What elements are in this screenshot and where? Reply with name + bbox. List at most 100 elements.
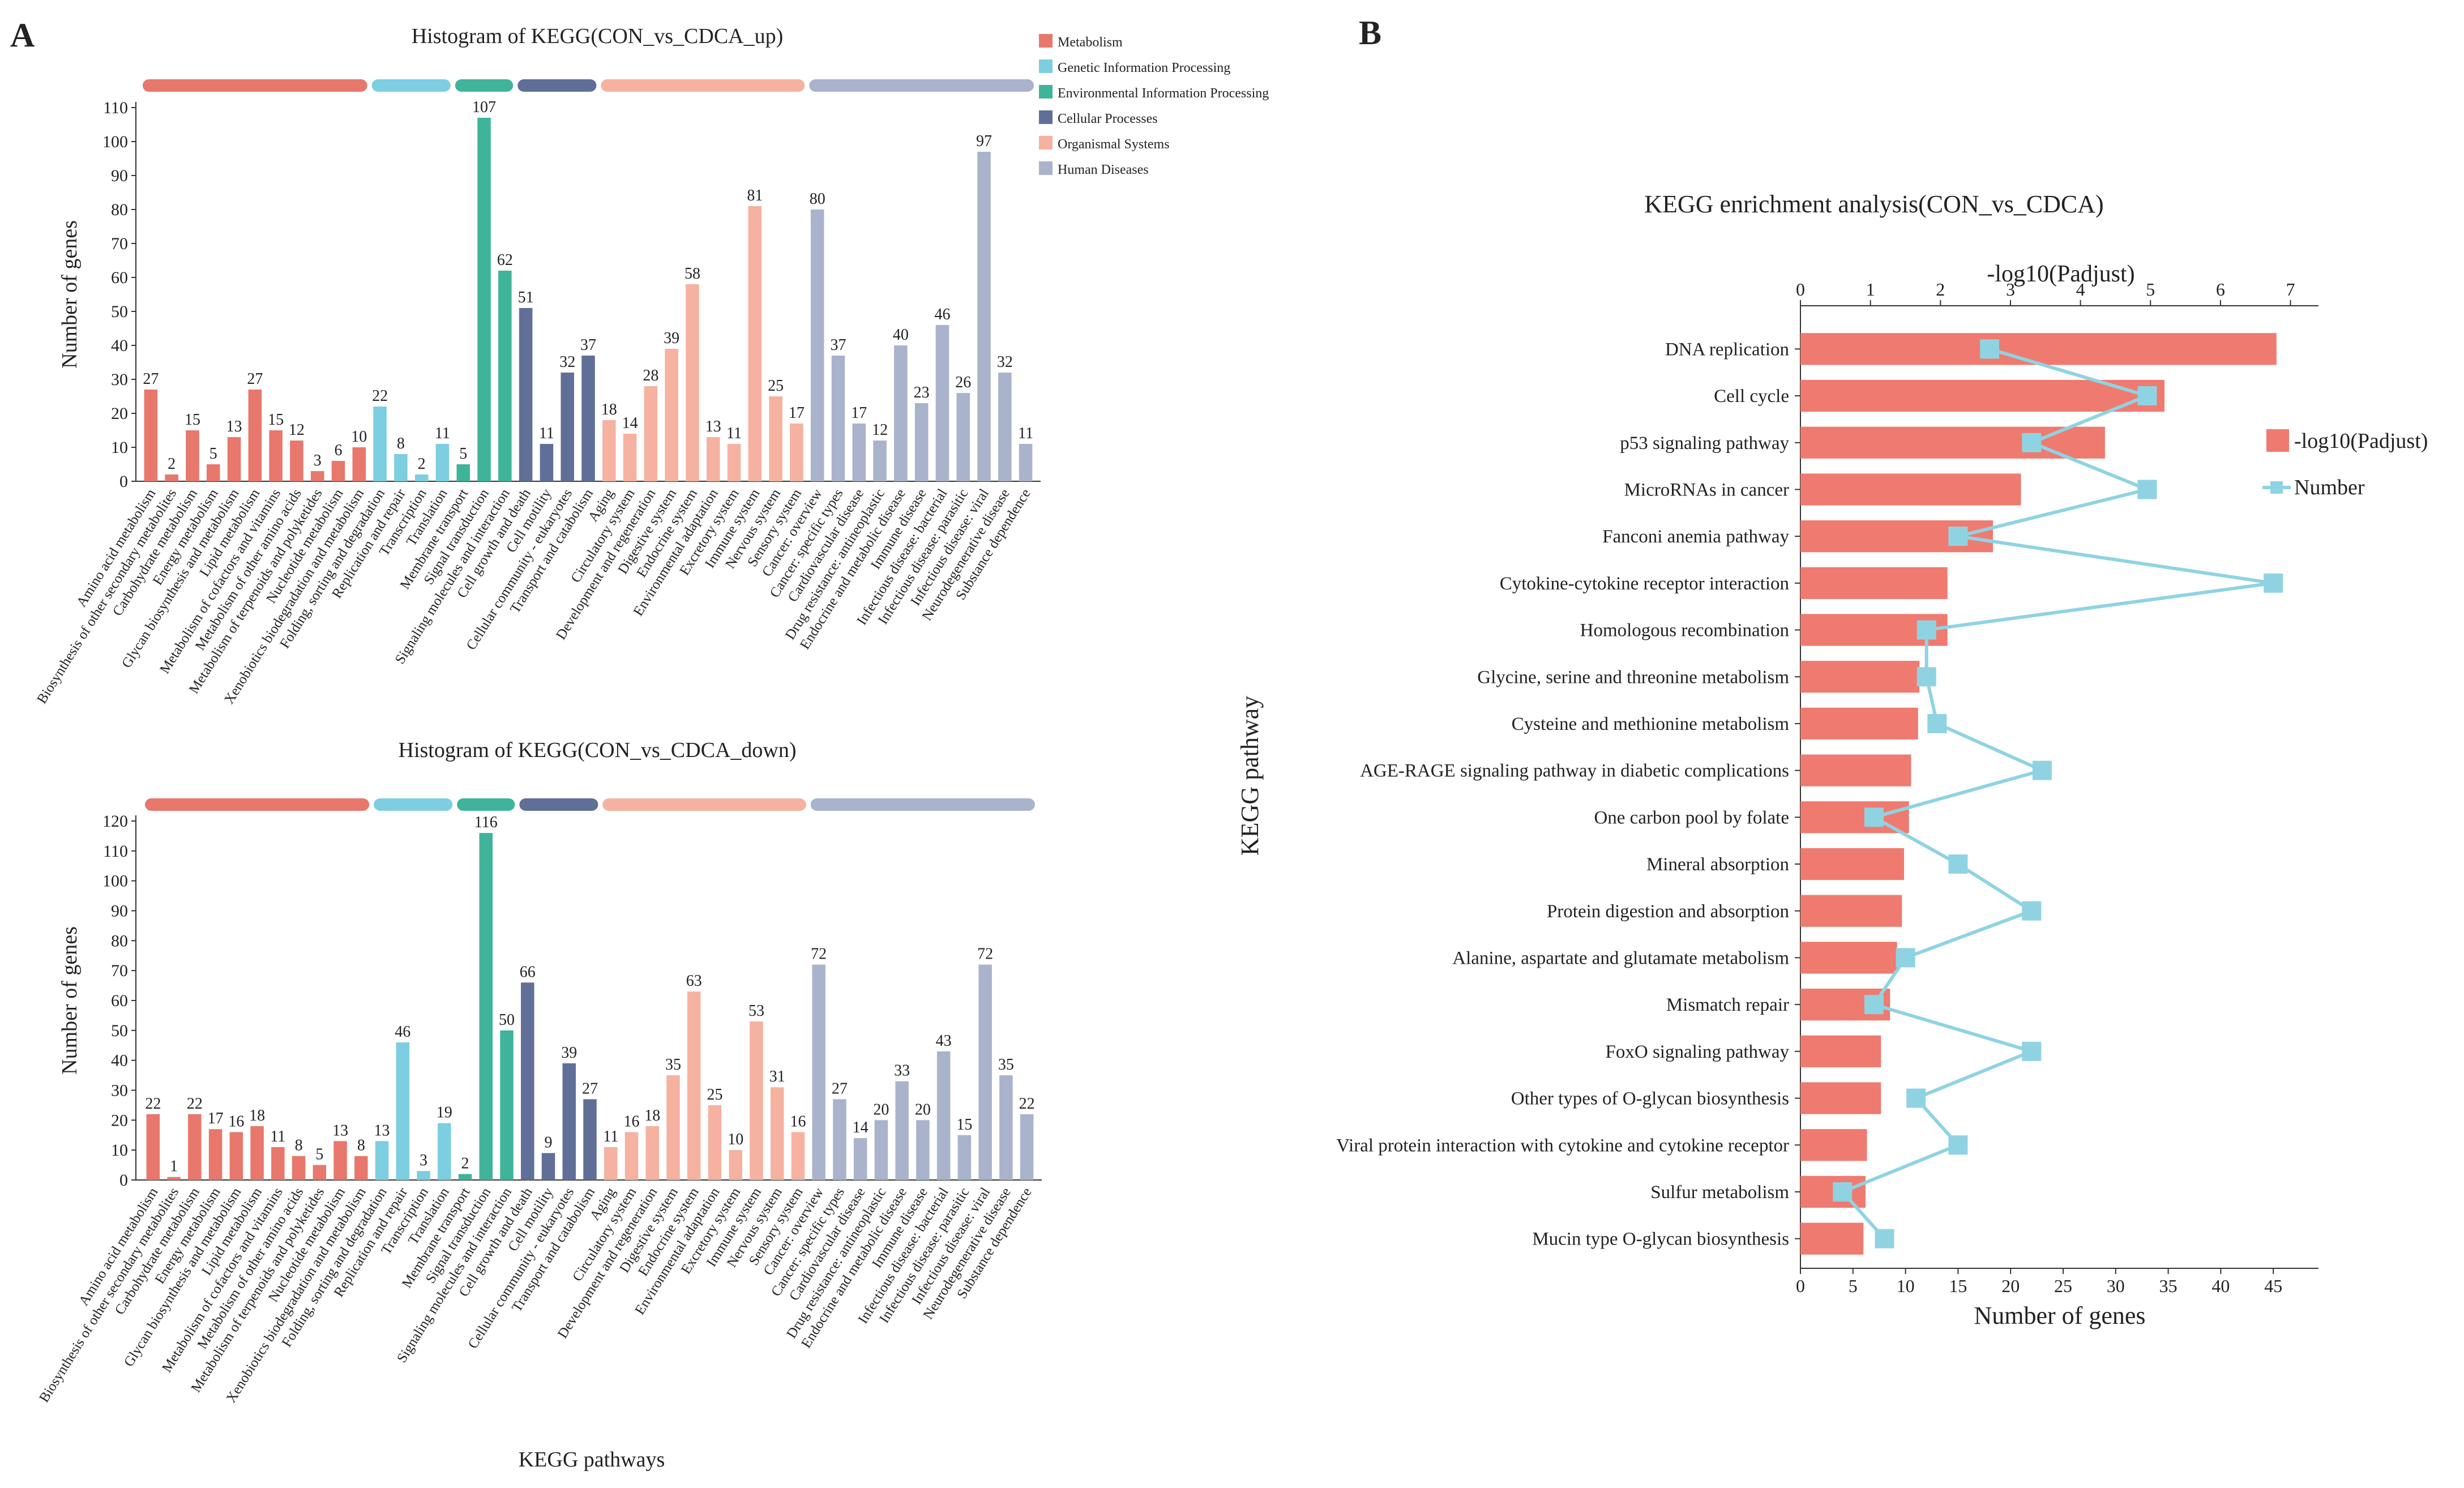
enrichment-title: KEGG enrichment analysis(CON_vs_CDCA)	[1644, 190, 2103, 218]
up-value-label-infectious-disease-viral: 97	[976, 132, 992, 150]
down-bar-cell-motility	[541, 1153, 555, 1180]
down-value-label-sensory-system: 16	[790, 1113, 806, 1130]
up-bar-cellular-community-eukaryotes	[561, 373, 574, 481]
up-value-label-development-and-regeneration: 28	[643, 367, 658, 384]
down-bar-immune-disease	[916, 1120, 930, 1180]
category-strip-metabolism	[145, 798, 370, 811]
down-bar-signal-transduction	[479, 833, 493, 1180]
down-bar-infectious-disease-bacterial	[936, 1051, 951, 1180]
histogram-up-plot: 0 10 20 30 40 50 60 70 80 90 100 110 Number of genes…	[34, 79, 1041, 707]
up-bar-neurodegenerative-disease	[998, 373, 1012, 481]
up-bar-development-and-regeneration	[644, 386, 658, 481]
enrichment-bottom-axis-label: Number of genes	[1974, 1302, 2145, 1329]
down-value-label-neurodegenerative-disease: 35	[998, 1056, 1014, 1074]
bottom-axis-tick-label: 40	[2211, 1276, 2230, 1296]
histogram-up-title: Histogram of KEGG(CON_vs_CDCA_up)	[412, 24, 784, 48]
number-point-sulfur-metabolism	[1833, 1182, 1853, 1201]
enrichment-row-label: Glycine, serine and threonine metabolism	[1477, 667, 1789, 687]
down-bar-transport-and-catabolism	[583, 1099, 597, 1180]
down-value-label-digestive-system: 35	[665, 1056, 681, 1074]
down-value-label-transport-and-catabolism: 27	[582, 1080, 598, 1097]
down-value-label-cardiovascular-disease: 14	[853, 1119, 869, 1136]
enrichment-row-label: Protein digestion and absorption	[1547, 901, 1789, 922]
down-bar-infectious-disease-parasitic	[957, 1135, 972, 1180]
category-strip-genetic-information-processing	[371, 79, 451, 92]
enrichment-bar-cysteine-and-methionine-metabolism	[1800, 707, 1918, 740]
top-axis-tick-label: 6	[2216, 279, 2225, 300]
up-value-label-signaling-molecules-and-interaction: 62	[497, 251, 513, 269]
panel-a-label: A	[10, 16, 35, 54]
legend-label-environmental: Environmental Information Processing	[1058, 86, 1269, 101]
enrichment-bar-mucin-type-o-glycan-biosynthesis	[1800, 1222, 1864, 1255]
number-point-glycine-serine-and-threonine-metabolism	[1917, 667, 1936, 687]
y-tick-label: 60	[111, 268, 128, 287]
enrichment-bar-foxo-signaling-pathway	[1800, 1035, 1881, 1067]
category-legend: Metabolism Genetic Information Processin…	[1039, 34, 1269, 177]
down-bar-lipid-metabolism	[250, 1126, 264, 1180]
up-bar-lipid-metabolism	[248, 390, 262, 481]
y-tick-label: 100	[102, 872, 128, 891]
enrichment-legend: -log10(Padjust) Number	[2262, 429, 2428, 499]
up-value-label-transcription: 2	[418, 455, 426, 473]
up-x-tick-label: Biosynthesis of other secondary metaboli…	[34, 486, 179, 707]
up-bar-transport-and-catabolism	[581, 356, 595, 481]
down-value-label-replication-and-repair: 46	[395, 1023, 410, 1041]
down-value-label-signal-transduction: 116	[474, 814, 498, 831]
histogram-down-title: Histogram of KEGG(CON_vs_CDCA_down)	[399, 738, 797, 762]
y-tick-label: 50	[111, 1021, 128, 1040]
down-value-label-substance-dependence: 22	[1019, 1095, 1035, 1113]
enrichment-row-label: Fanconi anemia pathway	[1602, 527, 1789, 547]
up-value-label-cancer-specific-types: 37	[830, 336, 846, 354]
down-bar-signaling-molecules-and-interaction	[500, 1030, 514, 1180]
up-bar-metabolism-of-cofactors-and-vitamins	[269, 430, 283, 481]
down-value-label-metabolism-of-cofactors-and-vitamins: 11	[270, 1128, 285, 1145]
number-point-dna-replication	[1980, 339, 2000, 359]
y-tick-label: 30	[111, 370, 128, 389]
up-bar-immune-system	[748, 206, 762, 481]
down-value-label-translation: 19	[437, 1104, 452, 1122]
down-value-label-glycan-biosynthesis-and-metabolism: 16	[228, 1113, 244, 1130]
enrichment-row-label: Mineral absorption	[1646, 854, 1789, 875]
down-x-tick-label: Biosynthesis of other secondary metaboli…	[36, 1185, 182, 1405]
up-value-label-transport-and-catabolism: 37	[580, 336, 596, 354]
enrichment-row-label: p53 signaling pathway	[1620, 433, 1789, 454]
down-value-label-folding-sorting-and-degradation: 13	[374, 1122, 390, 1139]
down-bar-neurodegenerative-disease	[999, 1075, 1013, 1180]
down-value-label-metabolism-of-terpenoids-and-polyketides: 5	[315, 1146, 323, 1164]
up-bar-metabolism-of-terpenoids-and-polyketides	[310, 471, 324, 481]
down-bar-aging	[604, 1147, 618, 1180]
enrichment-top-axis-label: -log10(Padjust)	[1987, 261, 2134, 287]
up-bar-infectious-disease-viral	[977, 152, 991, 481]
up-bar-cardiovascular-disease	[852, 424, 866, 481]
top-axis-tick-label: 4	[2076, 279, 2085, 300]
category-strip-organismal-systems	[601, 79, 805, 92]
up-value-label-metabolism-of-terpenoids-and-polyketides: 3	[314, 452, 322, 469]
down-bar-membrane-transport	[458, 1174, 472, 1180]
enrichment-bar-viral-protein-interaction-with-cytokine-and-cytokine-receptor	[1800, 1129, 1867, 1161]
number-point-foxo-signaling-pathway	[2022, 1041, 2042, 1061]
down-bar-biosynthesis-of-other-secondary-metabolites	[167, 1177, 181, 1180]
down-bar-cell-growth-and-death	[521, 982, 534, 1180]
y-tick-label: 70	[111, 234, 128, 253]
up-value-label-energy-metabolism: 5	[209, 445, 217, 463]
y-tick-label: 80	[111, 200, 128, 219]
up-value-label-metabolism-of-cofactors-and-vitamins: 15	[268, 411, 284, 429]
up-value-label-drug-resistance-antineoplastic: 12	[872, 421, 888, 439]
down-bar-cancer-overview	[812, 964, 825, 1180]
y-tick-label: 50	[111, 302, 128, 321]
down-bar-cellular-community-eukaryotes	[562, 1063, 576, 1180]
up-bar-infectious-disease-bacterial	[935, 325, 949, 481]
number-series-line	[1840, 347, 2274, 1240]
up-value-label-signal-transduction: 107	[472, 99, 496, 116]
legend-label-genetic: Genetic Information Processing	[1058, 61, 1230, 75]
up-bar-membrane-transport	[456, 464, 470, 481]
legend-bar-label: -log10(Padjust)	[2294, 429, 2428, 453]
category-strip-metabolism	[143, 79, 367, 92]
down-value-label-environmental-adaptation: 25	[707, 1086, 722, 1104]
y-tick-label: 120	[102, 812, 128, 831]
down-bar-circulatory-system	[624, 1132, 639, 1180]
up-value-label-excretory-system: 11	[726, 425, 742, 442]
histogram-down-xlabel: KEGG pathways	[519, 1448, 665, 1472]
category-strip-cellular-processes	[519, 798, 598, 811]
